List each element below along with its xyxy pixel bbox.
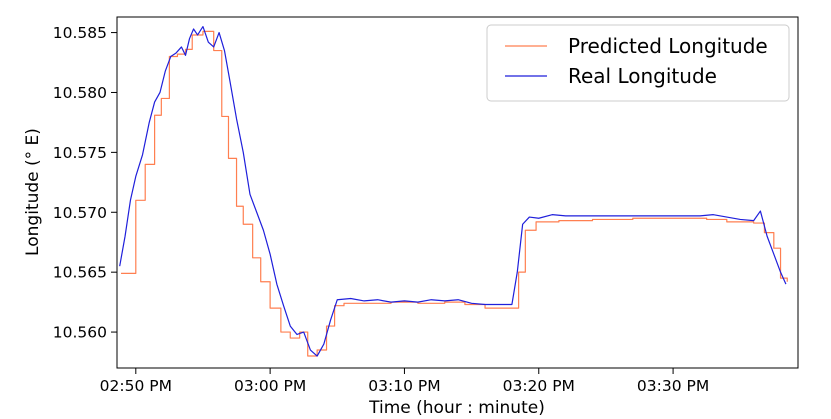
legend-label-real: Real Longitude [568, 64, 717, 88]
x-tick-label: 03:00 PM [234, 377, 306, 395]
x-tick-label: 03:30 PM [637, 377, 709, 395]
y-axis-ticks: 10.560 10.565 10.570 10.575 10.580 10.585 [53, 24, 117, 342]
x-tick-label: 03:20 PM [503, 377, 575, 395]
y-tick-label: 10.565 [53, 264, 107, 282]
x-axis-label: Time (hour : minute) [368, 398, 545, 418]
y-tick-label: 10.570 [53, 204, 107, 222]
y-axis-label: Longitude (° E) [23, 128, 43, 256]
legend: Predicted Longitude Real Longitude [486, 24, 790, 102]
plot-area-frame [116, 16, 799, 369]
x-tick-label: 02:50 PM [100, 377, 172, 395]
x-axis-ticks: 02:50 PM 03:00 PM 03:10 PM 03:20 PM 03:30 PM [100, 368, 709, 395]
series-line-predicted [121, 30, 788, 357]
legend-label-predicted: Predicted Longitude [568, 34, 768, 58]
legend-box [486, 24, 790, 102]
series-layer [119, 25, 788, 357]
y-tick-label: 10.585 [53, 24, 107, 42]
series-line-real [119, 25, 787, 357]
y-tick-label: 10.560 [53, 324, 107, 342]
y-tick-label: 10.580 [53, 84, 107, 102]
y-tick-label: 10.575 [53, 144, 107, 162]
x-tick-label: 03:10 PM [368, 377, 440, 395]
